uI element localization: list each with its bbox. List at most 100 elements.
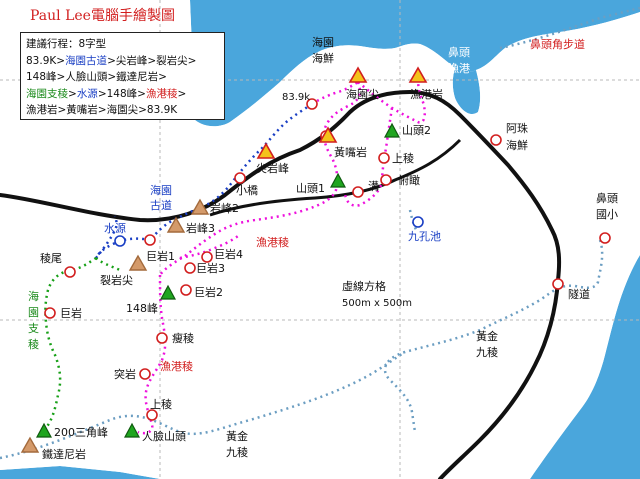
harbor-road — [209, 138, 462, 217]
waypoint-ridge-tail — [64, 266, 76, 278]
legend-green-route: 海園支稜 — [26, 87, 68, 100]
waypoint-giant-rock-1 — [144, 234, 156, 246]
waypoint-giant-rock-2 — [180, 284, 192, 296]
legend-text: 漁港岩>黃嘴岩>海園尖>83.9K — [26, 104, 178, 116]
rock-peak-3 — [166, 216, 186, 233]
face-mountain-marker — [123, 422, 141, 438]
label-giant-rock-3: 巨岩3 — [196, 261, 225, 275]
legend-text: >148峰> — [97, 87, 146, 100]
legend-blue-route: 海園古道 — [65, 54, 108, 67]
waypoint-azhu — [490, 134, 502, 146]
green-triangles — [35, 122, 401, 438]
label-face-mountain: 人臉山頭 — [142, 429, 186, 443]
legend-text: >尖岩峰>裂岩尖> — [107, 54, 197, 67]
waypoint-circles — [44, 98, 611, 421]
label-upper-ridge-right: 上稜 — [392, 152, 414, 165]
waypoint-tunnel — [552, 278, 564, 290]
peak-yellow-beak — [318, 126, 338, 143]
label-haiyuan-seafood-1: 海園 — [312, 35, 334, 49]
green-trail — [44, 256, 121, 429]
label-golden-ridge-right-2: 九稜 — [476, 346, 498, 359]
label-haiyuan-seafood-2: 海鮮 — [312, 51, 334, 65]
peak-haiyuan — [348, 66, 368, 83]
legend-line-2: 148峰>人臉山頭>鐵達尼岩> — [26, 69, 219, 86]
label-grid-note-2: 500m x 500m — [342, 298, 412, 309]
waypoint-small-bridge — [234, 172, 246, 184]
legend-text: > — [68, 87, 77, 100]
label-protruding-rock: 突岩 — [114, 367, 136, 381]
label-branch-ridge-1: 海 — [28, 289, 39, 303]
label-peak-148: 148峰 — [126, 302, 158, 315]
label-azhu-seafood-2: 海鮮 — [506, 138, 528, 152]
titanic-rock — [20, 436, 40, 453]
waypoint-839k — [306, 98, 318, 110]
waypoint-giant-rock-4 — [201, 251, 213, 263]
peak-148-marker — [159, 284, 177, 300]
label-branch-ridge-4: 稜 — [28, 338, 39, 351]
label-bitou-cape-trail: 鼻頭角步道 — [530, 37, 585, 51]
sea-area-north — [190, 0, 640, 127]
peak-200-marker — [35, 422, 53, 438]
waypoint-upper-ridge — [378, 152, 390, 164]
label-rock-peak-3: 岩峰3 — [186, 221, 215, 235]
label-haiyuan-peak: 海園尖 — [346, 87, 379, 101]
label-fishing-port-ridge-bottom: 漁港稜 — [160, 359, 193, 373]
label-mountain-1: 山頭1 — [296, 182, 325, 195]
waypoint-giant-rock-3 — [184, 262, 196, 274]
label-giant-rock-left: 巨岩 — [60, 306, 82, 320]
legend-text: 83.9K> — [26, 54, 66, 67]
label-water-source: 水源 — [104, 221, 126, 235]
waypoint-lean-ridge — [156, 332, 168, 344]
nine-hole-pool-marker — [412, 216, 424, 228]
split-rock — [128, 254, 148, 271]
label-titanic-rock: 鐵達尼岩 — [42, 447, 86, 461]
harbor-inlet — [452, 68, 481, 115]
label-giant-rock-1: 巨岩1 — [146, 249, 175, 263]
coastal-highway — [0, 89, 562, 479]
label-mountain-2: 山頭2 — [402, 124, 431, 137]
label-azhu-seafood-1: 阿珠 — [506, 121, 528, 135]
waypoint-bitou-school — [599, 232, 611, 244]
label-fishing-port-rock: 漁港岩 — [410, 87, 443, 101]
label-haiyuan-old-trail-1: 海園 — [150, 183, 172, 197]
label-fishing-port-ridge-top: 漁港稜 — [256, 235, 289, 249]
label-branch-ridge-2: 園 — [28, 306, 39, 319]
legend-red-route: 漁港稜 — [145, 87, 178, 100]
waypoint-overlook — [380, 174, 392, 186]
label-split-rock-peak: 裂岩尖 — [100, 273, 133, 287]
label-ridge-tail: 稜尾 — [40, 252, 62, 265]
label-small-bridge: 小橋 — [236, 183, 258, 197]
sea-area-southwest — [0, 466, 160, 479]
label-yellow-beak-rock: 黃嘴岩 — [334, 145, 367, 159]
label-tunnel: 隧道 — [568, 287, 590, 301]
peak-triangles — [256, 66, 428, 159]
water-source-marker — [114, 235, 126, 247]
map-title: Paul Lee電腦手繪製圖 — [30, 7, 175, 24]
rock-triangles — [20, 198, 210, 453]
label-bitou-school-1: 鼻頭 — [596, 191, 618, 205]
legend-text: 148峰>人臉山頭>鐵達尼岩> — [26, 71, 167, 83]
label-bitou-harbor-1: 鼻頭 — [448, 45, 470, 59]
legend-line-1: 83.9K>海園古道>尖岩峰>裂岩尖> — [26, 53, 219, 70]
label-bitou-school-2: 國小 — [596, 208, 618, 221]
label-giant-rock-4: 巨岩4 — [214, 247, 243, 261]
sea-area-southeast — [530, 255, 640, 479]
water-circles — [114, 216, 424, 247]
label-giant-rock-2: 巨岩2 — [194, 285, 223, 299]
label-branch-ridge-3: 支 — [28, 322, 39, 335]
label-haiyuan-old-trail-2: 古道 — [150, 198, 172, 212]
legend-line-4: 漁港岩>黃嘴岩>海園尖>83.9K — [26, 102, 219, 119]
label-839k: 83.9k — [282, 92, 310, 103]
label-peak-200: 200三角峰 — [54, 426, 108, 439]
legend-header: 建議行程：8字型 — [26, 38, 107, 50]
label-golden-ridge-bottom-1: 黃金 — [226, 429, 248, 443]
label-bitou-harbor-2: 漁港 — [448, 61, 470, 75]
label-rock-peak-2: 岩峰2 — [210, 201, 239, 215]
label-upper-ridge-bottom: 上稜 — [150, 398, 172, 411]
peak-sharp-rock — [256, 142, 276, 159]
route-legend: 建議行程：8字型 83.9K>海園古道>尖岩峰>裂岩尖> 148峰>人臉山頭>鐵… — [20, 32, 225, 120]
peak-fishing-port-rock — [408, 66, 428, 83]
legend-water-route: 水源 — [76, 87, 98, 100]
label-lean-ridge: 瘦稜 — [172, 331, 194, 345]
